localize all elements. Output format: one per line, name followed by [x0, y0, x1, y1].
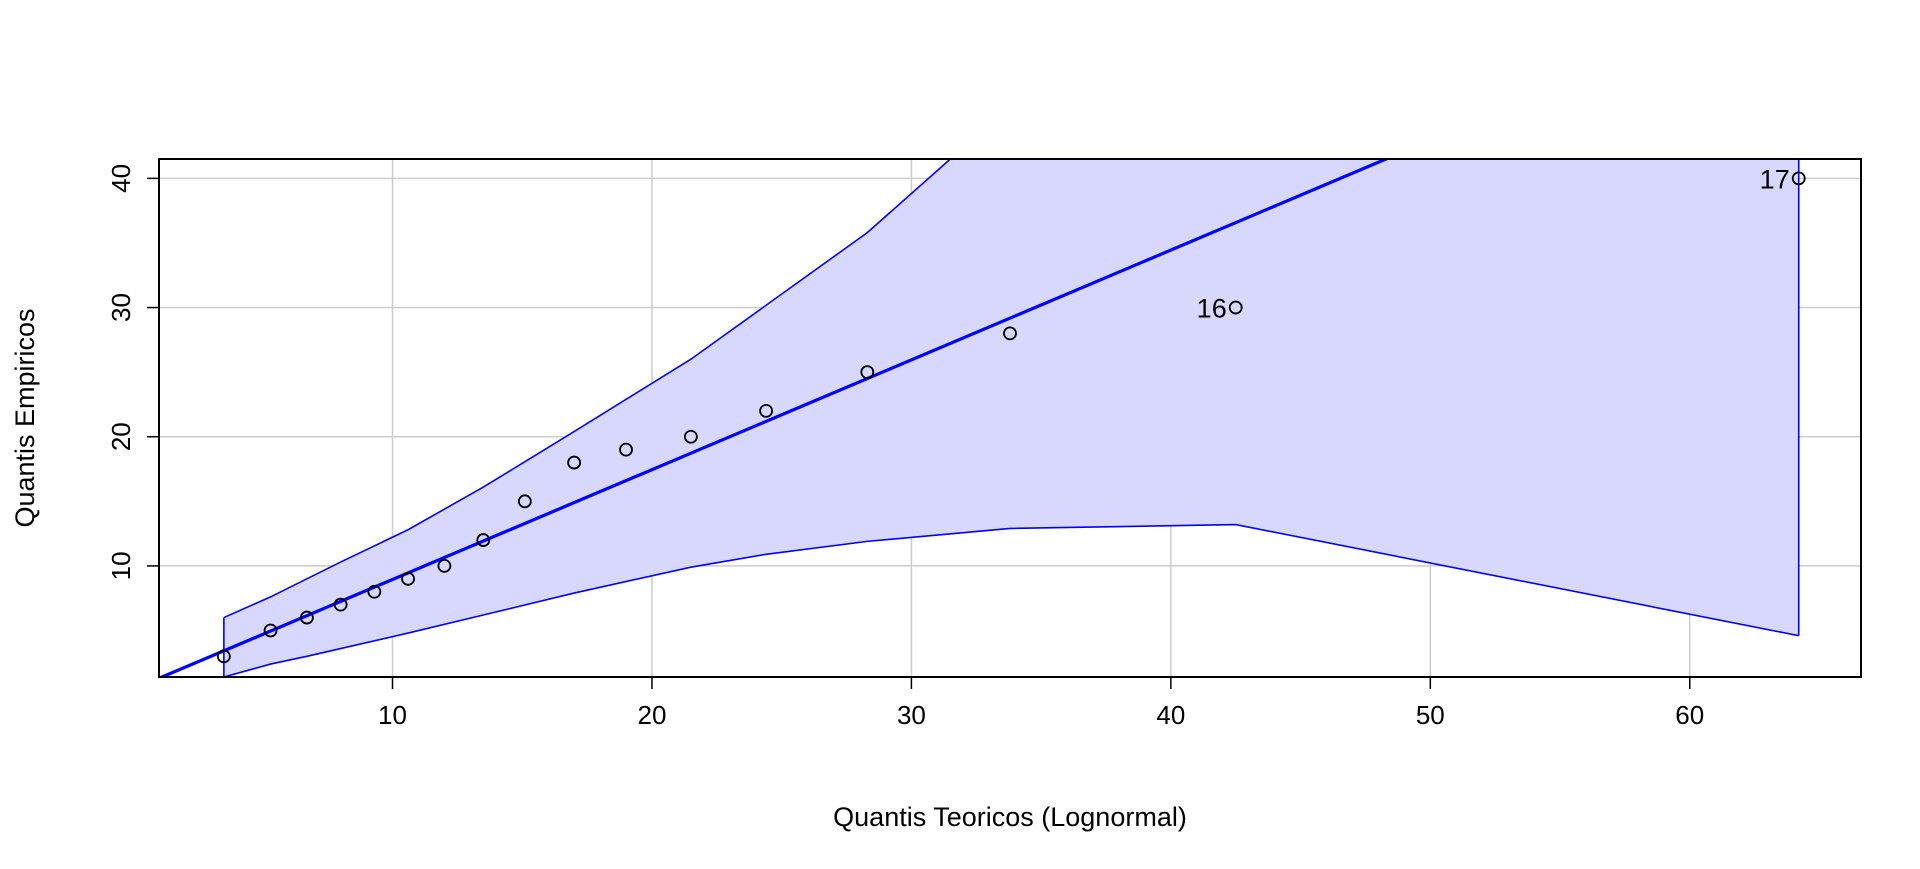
plot-frame: [158, 158, 1862, 678]
y-tick-label-10: 10: [106, 551, 136, 580]
x-tick-label-50: 50: [1416, 700, 1445, 730]
data-point-3: [299, 610, 314, 625]
x-tick-label-30: 30: [897, 700, 926, 730]
data-point-14: [860, 365, 875, 380]
x-tick-label-10: 10: [378, 700, 407, 730]
x-tick-label-20: 20: [637, 700, 666, 730]
data-point-11: [619, 442, 633, 457]
reference-line: [159, 159, 1391, 677]
data-point-8: [476, 533, 491, 547]
y-axis-title: Quantis Empiricos: [10, 308, 40, 527]
y-tick-label-40: 40: [106, 164, 136, 193]
point-label-16: 16: [1197, 294, 1227, 324]
data-point-9: [517, 494, 532, 509]
data-point-6: [401, 571, 415, 586]
confidence-band-lower: [223, 523, 1799, 677]
data-point-12: [683, 429, 698, 444]
x-axis-title: Quantis Teoricos (Lognormal): [833, 802, 1187, 832]
confidence-band-fill: [223, 159, 1799, 677]
point-label-17: 17: [1760, 164, 1790, 194]
y-tick-label-30: 30: [106, 293, 136, 322]
y-tick-label-20: 20: [106, 422, 136, 451]
x-axis: 10 20 30 40 50 60: [378, 677, 1704, 730]
confidence-band-upper: [223, 159, 951, 619]
reference-line-group: [159, 159, 1391, 677]
data-point-16: [1228, 300, 1243, 315]
data-point-10: [567, 455, 582, 470]
x-tick-label-60: 60: [1675, 700, 1704, 730]
x-tick-label-40: 40: [1156, 700, 1185, 730]
data-point-1: [216, 649, 231, 664]
data-point-2: [263, 623, 278, 638]
data-point-4: [333, 597, 348, 612]
data-point-13: [759, 403, 774, 418]
y-axis: 10 20 30 40: [106, 164, 159, 580]
data-point-7: [437, 559, 452, 573]
confidence-band: [223, 159, 1800, 677]
data-point-17: [1791, 171, 1806, 186]
data-point-15: [1003, 326, 1017, 341]
data-point-5: [367, 584, 382, 599]
